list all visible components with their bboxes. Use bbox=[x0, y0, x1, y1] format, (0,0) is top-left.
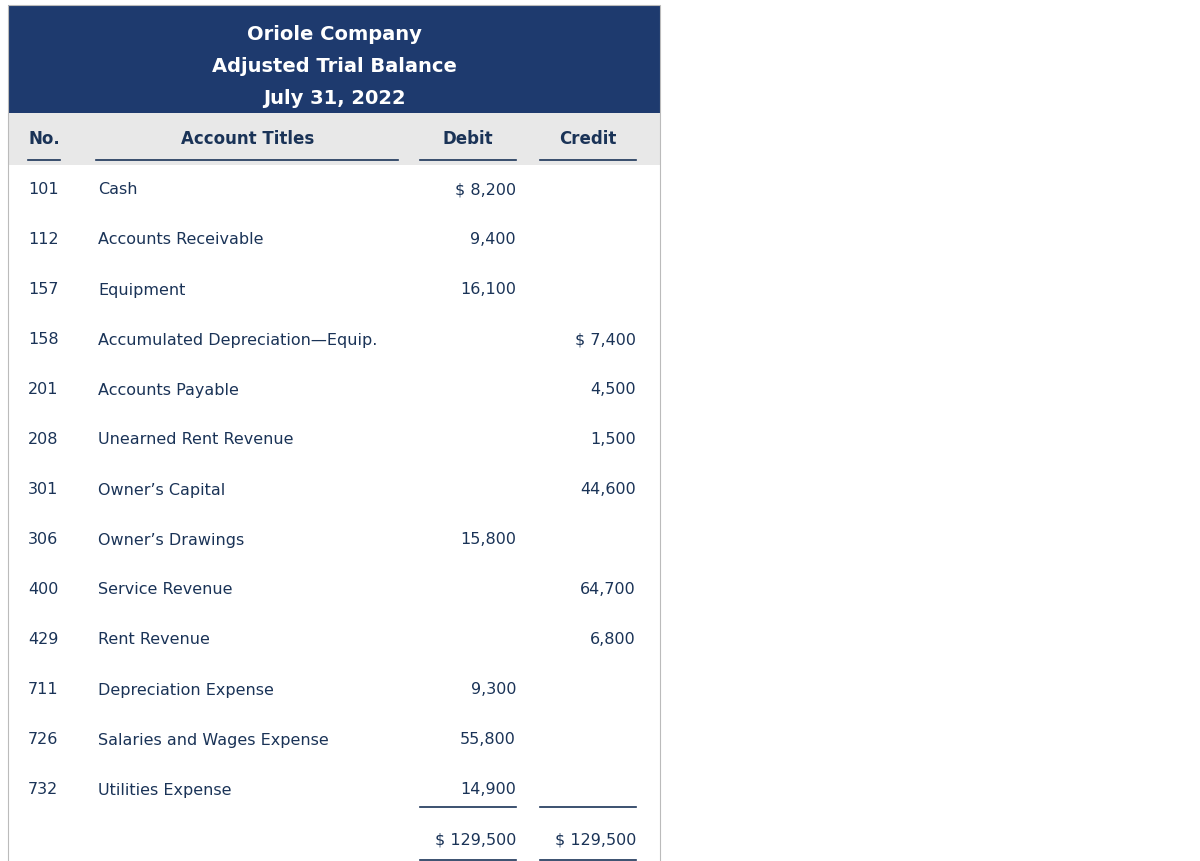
Text: 16,100: 16,100 bbox=[460, 282, 516, 298]
Text: 158: 158 bbox=[28, 332, 59, 348]
Text: Account Titles: Account Titles bbox=[181, 130, 314, 148]
Bar bbox=[8, 5, 660, 113]
Text: Cash: Cash bbox=[98, 183, 138, 197]
Text: 4,500: 4,500 bbox=[590, 382, 636, 398]
Text: Owner’s Capital: Owner’s Capital bbox=[98, 482, 226, 498]
Bar bbox=[8, 5, 660, 861]
Text: 306: 306 bbox=[28, 532, 59, 548]
Text: Oriole Company: Oriole Company bbox=[246, 26, 421, 45]
Text: 429: 429 bbox=[28, 633, 59, 647]
Text: 14,900: 14,900 bbox=[460, 783, 516, 797]
Text: 732: 732 bbox=[28, 783, 59, 797]
Bar bbox=[8, 113, 660, 165]
Text: No.: No. bbox=[28, 130, 60, 148]
Text: 64,700: 64,700 bbox=[581, 583, 636, 598]
Text: 301: 301 bbox=[28, 482, 59, 498]
Text: 9,300: 9,300 bbox=[470, 683, 516, 697]
Text: Accounts Receivable: Accounts Receivable bbox=[98, 232, 264, 247]
Text: Adjusted Trial Balance: Adjusted Trial Balance bbox=[211, 58, 456, 77]
Text: Owner’s Drawings: Owner’s Drawings bbox=[98, 532, 245, 548]
Text: Unearned Rent Revenue: Unearned Rent Revenue bbox=[98, 432, 294, 448]
Text: Accounts Payable: Accounts Payable bbox=[98, 382, 239, 398]
Text: $ 129,500: $ 129,500 bbox=[434, 833, 516, 847]
Text: 208: 208 bbox=[28, 432, 59, 448]
Text: 15,800: 15,800 bbox=[460, 532, 516, 548]
Text: 101: 101 bbox=[28, 183, 59, 197]
Text: 1,500: 1,500 bbox=[590, 432, 636, 448]
Text: July 31, 2022: July 31, 2022 bbox=[263, 90, 406, 108]
Text: $ 129,500: $ 129,500 bbox=[554, 833, 636, 847]
Text: Equipment: Equipment bbox=[98, 282, 185, 298]
Text: 157: 157 bbox=[28, 282, 59, 298]
Text: 44,600: 44,600 bbox=[581, 482, 636, 498]
Text: Debit: Debit bbox=[443, 130, 493, 148]
Text: $ 7,400: $ 7,400 bbox=[575, 332, 636, 348]
Text: 6,800: 6,800 bbox=[590, 633, 636, 647]
Text: Utilities Expense: Utilities Expense bbox=[98, 783, 232, 797]
Text: $ 8,200: $ 8,200 bbox=[455, 183, 516, 197]
Text: Depreciation Expense: Depreciation Expense bbox=[98, 683, 274, 697]
Text: Salaries and Wages Expense: Salaries and Wages Expense bbox=[98, 733, 329, 747]
Text: 400: 400 bbox=[28, 583, 59, 598]
Text: 711: 711 bbox=[28, 683, 59, 697]
Text: 55,800: 55,800 bbox=[460, 733, 516, 747]
Text: 201: 201 bbox=[28, 382, 59, 398]
Text: Service Revenue: Service Revenue bbox=[98, 583, 233, 598]
Text: 9,400: 9,400 bbox=[470, 232, 516, 247]
Text: Rent Revenue: Rent Revenue bbox=[98, 633, 210, 647]
Text: Credit: Credit bbox=[559, 130, 617, 148]
Text: 726: 726 bbox=[28, 733, 59, 747]
Text: Accumulated Depreciation—Equip.: Accumulated Depreciation—Equip. bbox=[98, 332, 377, 348]
Text: 112: 112 bbox=[28, 232, 59, 247]
